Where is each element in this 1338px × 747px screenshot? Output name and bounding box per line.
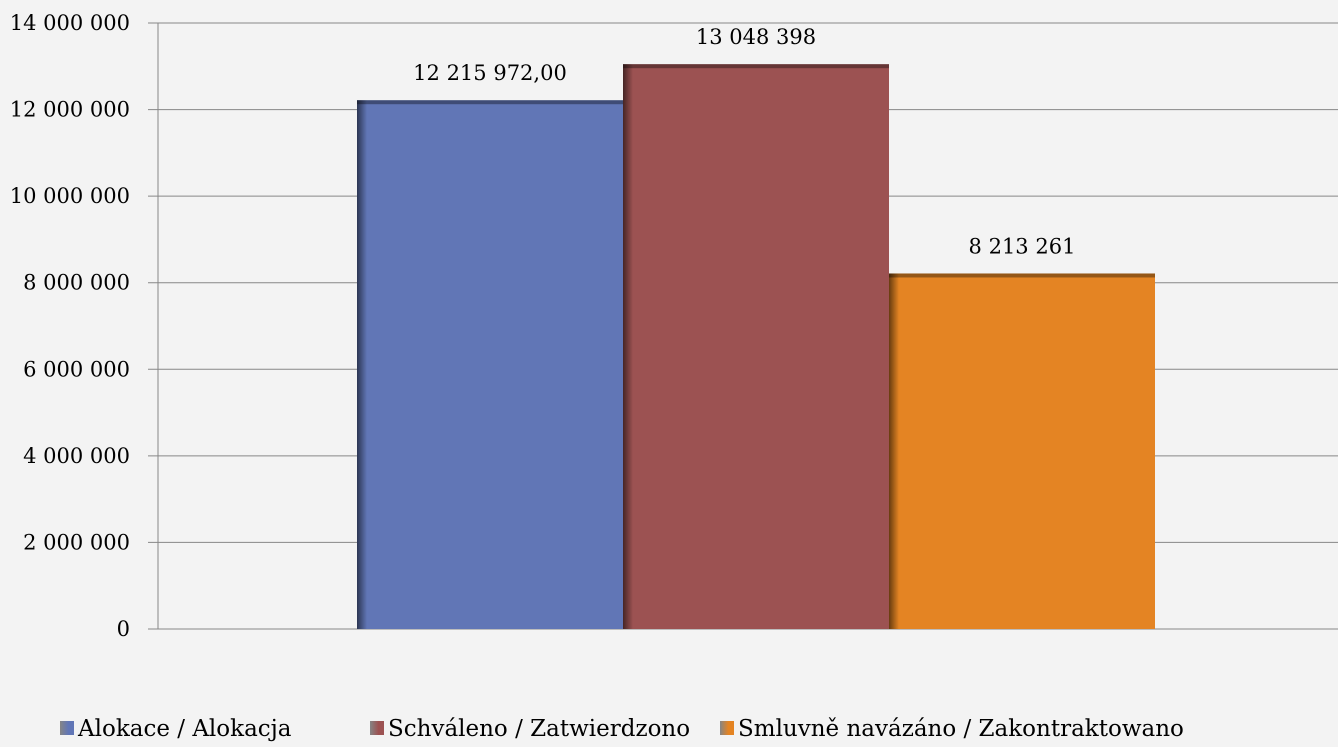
data-label-series-3: 8 213 261 xyxy=(969,234,1076,258)
chart-legend: Alokace / Alokacja Schváleno / Zatwierdzo… xyxy=(60,716,1338,747)
legend-label: Schváleno / Zatwierdzono xyxy=(388,716,691,742)
y-tick-label: 4 000 000 xyxy=(23,444,130,468)
y-tick-label: 14 000 000 xyxy=(10,11,130,35)
y-tick-label: 10 000 000 xyxy=(10,184,130,208)
y-tick-label: 2 000 000 xyxy=(23,530,130,554)
bar-edge-shade xyxy=(889,273,899,629)
y-tick-label: 6 000 000 xyxy=(23,357,130,381)
legend-item-series-2: Schváleno / Zatwierdzono xyxy=(370,716,690,742)
legend-label: Smluvně navázáno / Zakontraktowano xyxy=(738,716,1184,742)
bar-top-shade xyxy=(623,64,889,69)
bar-top-shade xyxy=(889,273,1155,278)
data-label-series-1: 12 215 972,00 xyxy=(413,61,567,85)
bar-edge-shade xyxy=(357,100,367,630)
legend-swatch xyxy=(720,721,734,735)
legend-swatch xyxy=(60,721,74,735)
bar-series-1 xyxy=(357,100,623,630)
y-tick-label: 12 000 000 xyxy=(10,98,130,122)
legend-swatch xyxy=(370,721,384,735)
data-label-series-2: 13 048 398 xyxy=(696,25,816,49)
bar-chart: 0 2 000 000 4 000 000 6 000 000 8 000 000 10 … xyxy=(10,11,1338,641)
legend-item-series-3: Smluvně navázáno / Zakontraktowano xyxy=(720,716,1184,742)
bar-series-3 xyxy=(889,273,1155,629)
y-tick-label: 8 000 000 xyxy=(23,271,130,295)
bar-top-shade xyxy=(357,100,623,105)
bar-edge-shade xyxy=(623,64,633,629)
y-tick-label: 0 xyxy=(117,617,130,641)
legend-item-series-1: Alokace / Alokacja xyxy=(60,716,292,742)
bar-series-2 xyxy=(623,64,889,629)
legend-label: Alokace / Alokacja xyxy=(78,716,292,742)
